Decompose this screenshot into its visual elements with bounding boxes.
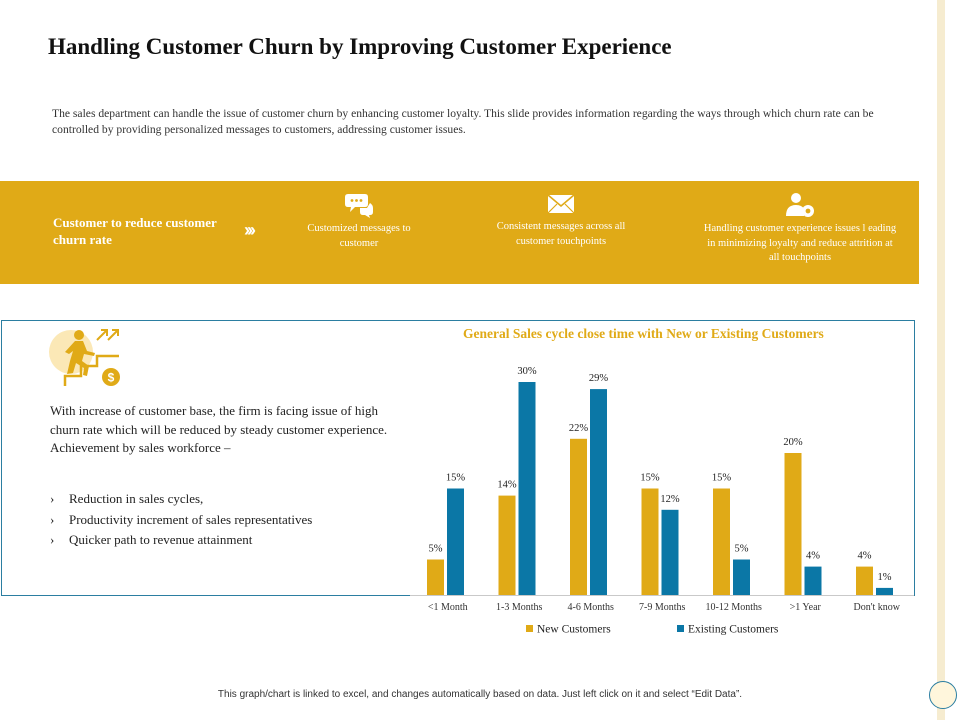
intro-text: The sales department can handle the issu… [52, 107, 874, 136]
data-label: 5% [429, 544, 443, 555]
data-label: 4% [806, 551, 820, 562]
chat-bubbles-icon [345, 194, 373, 218]
data-label: 12% [660, 494, 680, 505]
step-customized-messages: Customized messages to customer [298, 192, 420, 251]
bullet-text: Productivity increment of sales represen… [69, 511, 313, 527]
legend-swatch [526, 625, 533, 632]
bar-new[interactable] [641, 488, 659, 596]
x-tick-label: 1-3 Months [496, 602, 543, 613]
chart-title: General Sales cycle close time with New … [463, 326, 824, 341]
x-tick-label: Don't know [853, 602, 900, 613]
data-label: 14% [497, 480, 517, 491]
legend-label: New Customers [537, 624, 611, 636]
bullet-text: Quicker path to revenue attainment [69, 532, 253, 547]
step-label: Handling customer experience issues l ea… [703, 223, 897, 263]
page-title: Handling Customer Churn by Improving Cus… [48, 34, 672, 59]
x-tick-label: >1 Year [790, 602, 822, 613]
bullet-marker: › [50, 511, 55, 527]
step-label: Consistent messages across all customer … [496, 221, 626, 247]
legend-swatch [677, 625, 684, 632]
bar-existing[interactable] [518, 382, 536, 595]
bar-new[interactable] [856, 566, 873, 595]
bar-existing[interactable] [804, 566, 822, 595]
data-label: 4% [858, 551, 872, 562]
bullet-item: › Reduction in sales cycles, [50, 491, 390, 512]
bar-existing[interactable] [661, 509, 679, 595]
step-handling-issues: Handling customer experience issues l ea… [702, 192, 898, 266]
step-consistent-messages: Consistent messages across all customer … [483, 192, 639, 249]
corner-circle-icon [929, 681, 957, 709]
legend-label: Existing Customers [688, 624, 779, 636]
bullet-marker: › [50, 491, 55, 506]
chevrons-icon: ››› [244, 220, 256, 240]
side-description: With increase of customer base, the firm… [50, 402, 390, 458]
svg-text:$: $ [108, 371, 115, 385]
strategy-band [0, 181, 919, 284]
data-label: 20% [783, 437, 803, 448]
x-tick-label: 4-6 Months [568, 602, 615, 613]
band-heading: Customer to reduce customer churn rate [53, 215, 217, 247]
growth-stairs-icon: $ [49, 329, 120, 386]
data-label: 15% [712, 473, 732, 484]
bar-new[interactable] [427, 559, 444, 596]
bar-existing[interactable] [447, 488, 464, 596]
bullet-marker: › [50, 532, 55, 547]
right-edge-stripe [937, 0, 945, 720]
step-label: Customized messages to customer [307, 223, 411, 249]
data-label: 1% [878, 572, 892, 583]
x-tick-label: 10-12 Months [706, 602, 763, 613]
bullet-list: › Reduction in sales cycles, › Productivit… [50, 491, 390, 553]
bar-chart[interactable]: 5% 15% <1 Month 14% 30% 1-3 Months 22% 29% 4-6 M… [410, 355, 920, 645]
customer-settings-icon [786, 193, 814, 217]
bar-existing[interactable] [590, 389, 607, 595]
data-label: 5% [735, 544, 749, 555]
bar-new[interactable] [784, 453, 802, 595]
data-label: 15% [640, 473, 660, 484]
side-paragraph: With increase of customer base, the firm… [50, 403, 388, 437]
envelope-icon [547, 194, 575, 214]
x-tick-label: <1 Month [428, 602, 468, 613]
data-label: 30% [517, 366, 537, 377]
x-tick-label: 7-9 Months [639, 602, 686, 613]
bar-existing[interactable] [733, 559, 750, 596]
bullet-item: › Quicker path to revenue attainment [50, 532, 390, 553]
bar-new[interactable] [713, 488, 730, 596]
bullet-text: Reduction in sales cycles, [69, 491, 204, 506]
bar-new[interactable] [498, 495, 516, 595]
bar-new[interactable] [570, 438, 587, 595]
footnote: This graph/chart is linked to excel, and… [217, 689, 743, 700]
bar-existing[interactable] [876, 587, 893, 595]
bullet-item: › Productivity increment of sales represe… [50, 512, 390, 533]
side-achievement: Achievement by sales workforce – [50, 440, 231, 455]
data-label: 29% [589, 373, 609, 384]
data-label: 15% [446, 473, 466, 484]
data-label: 22% [569, 423, 589, 434]
